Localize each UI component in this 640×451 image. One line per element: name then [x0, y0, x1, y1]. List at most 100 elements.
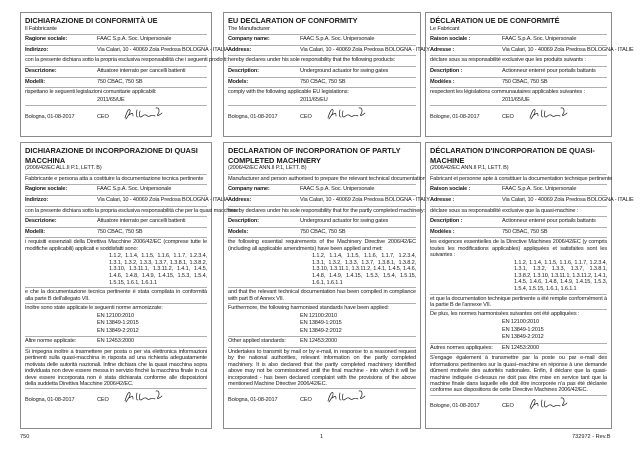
field-label: Description:	[228, 218, 259, 225]
field-value: Actionneur enterré pour portails battant…	[502, 67, 596, 74]
field-value: 750 CBAC, 750 SB	[300, 228, 346, 235]
text-line: hereby declares under his sole responsib…	[228, 55, 416, 65]
signature-place-date: Bologna, 01-08-2017	[25, 113, 75, 120]
field-value: FAAC S.p.A. Soc. Unipersonale	[502, 36, 577, 43]
field-row: Indirizzo: Via Calari, 10 - 40069 Zola Pr…	[25, 194, 229, 205]
field-value: Via Calari, 10 - 40069 Zola Predosa BOLO…	[300, 196, 430, 203]
field-value: FAAC S.p.A. Soc. Unipersonale	[300, 36, 375, 43]
field-value: Underground actuator for swing gates	[300, 67, 389, 74]
field-value: EN 12453:2000	[97, 338, 134, 345]
field-value: Actionneur enterré pour portails battant…	[502, 218, 596, 225]
field-row: Description: Underground actuator for swi…	[228, 216, 416, 226]
signature-place-date: Bologna, 01-08-2017	[228, 113, 278, 120]
field-label: Modelli:	[25, 228, 45, 235]
paragraph: the following essential requirements of …	[228, 237, 416, 252]
field-row: Modèles : 750 CBAC, 750 SB	[430, 226, 607, 237]
declaration-title: DÉCLARATION D'INCORPORATION DE QUASI-MAC…	[430, 146, 595, 165]
field-label: Address:	[228, 46, 252, 53]
field-label: Modèles :	[430, 228, 455, 235]
signatory-role: CEO	[502, 403, 514, 410]
field-row: Description: Underground actuator for swi…	[228, 65, 416, 76]
field-label: Raison sociale :	[430, 36, 471, 43]
declaration-fr-incorporation: DÉCLARATION D'INCORPORATION DE QUASI-MAC…	[425, 142, 634, 429]
indented-value: EN 13849-2:2012	[502, 334, 544, 341]
paragraph: les exigences essentielles de la Directi…	[430, 237, 607, 259]
text-line: Furthermore, the following harmonised st…	[228, 302, 416, 313]
declaration-title: DECLARATION OF INCORPORATION OF PARTLY C…	[228, 146, 401, 165]
field-label: Description:	[228, 67, 259, 74]
field-row: Adresse : Via Calari, 10 - 40069 Zola Pre…	[430, 44, 634, 55]
field-label: Other applied standards:	[228, 338, 286, 345]
indented-value: EN 13849-2:2012	[97, 327, 139, 334]
field-value: 750 CBAC, 750 SB	[97, 228, 143, 235]
field-row: Altre norme applicate: EN 12453:2000	[25, 336, 207, 346]
text-line: Inoltre sono state applicate le seguenti…	[25, 302, 207, 313]
field-label: Company name:	[228, 186, 270, 193]
field-row: Description : Actionneur enterré pour por…	[430, 216, 607, 226]
field-label: Indirizzo:	[25, 46, 49, 53]
field-row: Autres normes appliquées: EN 12453:2000	[430, 342, 607, 353]
declaration-title: EU DECLARATION OF CONFORMITY	[228, 16, 358, 25]
paragraph: e che la documentazione tecnica pertinen…	[25, 287, 207, 302]
paragraph: i requisiti essenziali della Direttiva M…	[25, 237, 207, 252]
footer-page-number: 1	[320, 434, 324, 440]
field-value: Underground actuator for swing gates	[300, 218, 389, 225]
field-label: Models:	[228, 78, 249, 85]
field-label: Descrizione:	[25, 67, 57, 74]
indented-value: EN 12100:2010	[97, 312, 134, 319]
field-row: Address: Via Calari, 10 - 40069 Zola Pred…	[228, 44, 430, 55]
field-label: Descrizione:	[25, 218, 57, 225]
text-line: Le Fabricant	[430, 25, 460, 32]
text-line: (2006/42/EC ANN.II P.1, LETT. B)	[228, 165, 307, 172]
field-value: Via Calari, 10 - 40069 Zola Predosa BOLO…	[97, 196, 229, 203]
signature-place-date: Bologna, 01-08-2017	[25, 396, 75, 403]
field-label: Address:	[228, 196, 252, 203]
field-row: Ragione sociale: FAAC S.p.A. Soc. Unipers…	[25, 184, 207, 194]
field-label: Altre norme applicate:	[25, 338, 77, 345]
field-row: Descrizione: Attuatore interrato per canc…	[25, 65, 207, 76]
field-value: FAAC S.p.A. Soc. Unipersonale	[97, 36, 172, 43]
paragraph: Undertakes to transmit by mail or by e-m…	[228, 346, 416, 387]
footer-product-code: 750	[20, 434, 30, 440]
signature-block: Bologna, 01-08-2017 CEO	[228, 388, 416, 404]
signatory-role: CEO	[502, 113, 514, 120]
field-value: 750 CBAC, 750 SB	[300, 78, 346, 85]
text-line: Fabbricante e persona atta a costituire …	[25, 173, 207, 184]
field-label: Models:	[228, 228, 249, 235]
field-value: Via Calari, 10 - 40069 Zola Predosa BOLO…	[502, 196, 634, 203]
text-line: Il Fabbricante	[25, 25, 57, 32]
declaration-title: DICHIARAZIONE DI INCORPORAZIONE DI QUASI…	[25, 146, 198, 165]
handwritten-signature	[529, 107, 568, 120]
field-row: Ragione sociale: FAAC S.p.A. Soc. Unipers…	[25, 34, 207, 44]
indented-value: EN 13849-2:2012	[300, 327, 342, 334]
indented-value: EN 13849-1:2015	[502, 326, 544, 333]
indented-value: EN 12100:2010	[300, 312, 337, 319]
paragraph: and that the relevant technical document…	[228, 287, 416, 302]
field-value: 750 CBAC, 750 SB	[502, 78, 548, 85]
indented-value: 1.1.2, 1.1.4, 1.1.5, 1.1.6, 1.1.7, 1.2.3…	[109, 253, 207, 286]
field-value: Via Calari, 10 - 40069 Zola Predosa BOLO…	[502, 46, 634, 53]
declaration-it-incorporation: DICHIARAZIONE DI INCORPORAZIONE DI QUASI…	[20, 142, 238, 429]
field-value: 750 CBAC, 750 SB	[502, 228, 548, 235]
field-label: Ragione sociale:	[25, 186, 68, 193]
field-label: Company name:	[228, 36, 270, 43]
field-value: Via Calari, 10 - 40069 Zola Predosa BOLO…	[300, 46, 430, 53]
text-line: comply with the following applicable EU …	[228, 87, 416, 97]
field-row: Descrizione: Attuatore interrato per canc…	[25, 216, 207, 226]
field-label: Raison sociale :	[430, 186, 471, 193]
handwritten-signature	[124, 107, 163, 120]
footer-doc-revision: 732972 - Rev.B	[572, 434, 611, 440]
field-label: Modelli:	[25, 78, 45, 85]
field-row: Models: 750 CBAC, 750 SB	[228, 226, 416, 237]
text-line: con la presente dichiara sotto la propri…	[25, 205, 238, 214]
text-line: con la presente dichiara sotto la propri…	[25, 55, 228, 64]
field-value: 750 CBAC, 750 SB	[97, 78, 143, 85]
field-label: Indirizzo:	[25, 196, 49, 203]
paragraph: et que la documentation technique pertin…	[430, 293, 607, 308]
field-value: Attuatore interrato per cancelli battent…	[97, 218, 186, 225]
field-row: Modelli: 750 CBAC, 750 SB	[25, 226, 207, 237]
field-label: Modèles :	[430, 78, 455, 85]
indented-value: 2011/65/UE	[97, 96, 125, 103]
field-value: Via Calari, 10 - 40069 Zola Predosa BOLO…	[97, 46, 229, 53]
indented-value: 2011/65/EU	[300, 96, 328, 103]
